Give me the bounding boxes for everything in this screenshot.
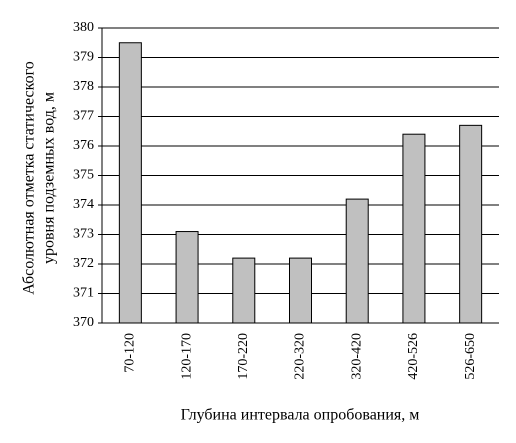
x-tick-label: 220-320: [293, 333, 308, 380]
y-tick-label: 373: [73, 227, 94, 242]
y-tick-label: 377: [73, 109, 94, 124]
y-tick-label: 378: [73, 79, 94, 94]
y-tick-label: 370: [73, 315, 94, 330]
y-tick-label: 380: [73, 20, 94, 35]
bar: [118, 42, 142, 324]
y-tick-label: 371: [73, 286, 94, 301]
bar: [402, 133, 426, 324]
bar: [232, 257, 256, 324]
y-tick-label: 376: [73, 138, 94, 153]
bar: [345, 198, 369, 324]
bar: [289, 257, 312, 324]
bar: [175, 231, 199, 324]
x-tick-label: 320-420: [349, 333, 364, 380]
y-tick-label: 372: [73, 256, 94, 271]
x-tick-label: 420-526: [406, 333, 421, 380]
x-axis-label: Глубина интервала опробования, м: [181, 407, 420, 424]
bar: [459, 124, 483, 324]
y-axis-label: уровня подземных вод, м: [41, 92, 58, 264]
x-tick-label: 70-120: [123, 333, 138, 373]
y-axis-label: Абсолютная отметка статического: [21, 61, 38, 294]
y-tick-label: 379: [73, 50, 94, 65]
x-tick-label: 526-650: [463, 333, 478, 380]
x-tick-label: 120-170: [179, 333, 194, 380]
y-tick-label: 374: [73, 197, 94, 212]
y-tick-label: 375: [73, 168, 94, 183]
x-tick-label: 170-220: [236, 333, 251, 380]
